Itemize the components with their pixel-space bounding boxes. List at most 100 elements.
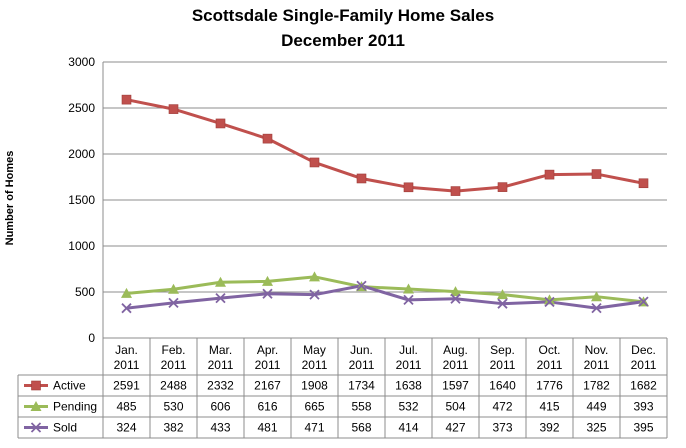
table-value: 2591 — [113, 379, 140, 393]
table-value: 1640 — [489, 379, 516, 393]
x-tick-label-year: 2011 — [255, 358, 281, 372]
x-tick-label: Dec. — [631, 343, 656, 357]
table-value: 665 — [304, 400, 324, 414]
data-point-active — [403, 182, 414, 193]
data-point-sold — [450, 293, 461, 304]
table-value: 427 — [445, 421, 465, 435]
data-point-pending — [215, 276, 226, 287]
x-tick-label-year: 2011 — [631, 358, 657, 372]
x-tick-label-year: 2011 — [443, 358, 469, 372]
table-value: 1776 — [536, 379, 563, 393]
x-tick-label: Jan. — [115, 343, 138, 357]
chart-subtitle: December 2011 — [281, 31, 405, 50]
gridlines — [102, 61, 667, 338]
data-point-sold — [121, 303, 132, 314]
data-point-active — [215, 118, 226, 129]
legend-key-marker — [31, 380, 41, 391]
table-value: 1908 — [301, 379, 328, 393]
y-tick-label: 1000 — [68, 239, 95, 253]
data-point-pending — [309, 271, 320, 282]
table-value: 1782 — [583, 379, 610, 393]
data-point-pending — [450, 286, 461, 297]
table-value: 395 — [633, 421, 653, 435]
x-tick-label: Feb. — [161, 343, 185, 357]
table-value: 616 — [257, 400, 277, 414]
legend-key-marker — [30, 401, 42, 411]
y-tick-label: 1500 — [68, 193, 95, 207]
table-value: 504 — [445, 400, 465, 414]
x-tick-label: Sep. — [490, 343, 515, 357]
data-point-sold — [544, 296, 555, 308]
data-point-active — [591, 169, 602, 179]
data-point-sold — [638, 296, 649, 307]
data-point-sold — [309, 289, 320, 300]
x-tick-label: Jun. — [350, 343, 373, 357]
data-point-active — [262, 133, 273, 144]
table-value: 606 — [210, 400, 230, 414]
data-point-active — [356, 173, 367, 184]
data-point-sold — [356, 280, 367, 291]
y-tick-labels: 0 500 1000 1500 2000 2500 3000 — [68, 55, 95, 345]
y-tick-label: 0 — [88, 331, 95, 345]
data-point-pending — [591, 291, 602, 302]
x-tick-label-year: 2011 — [114, 358, 140, 372]
table-value: 1682 — [630, 379, 657, 393]
x-tick-label: Aug. — [443, 343, 468, 357]
table-value: 393 — [633, 400, 653, 414]
table-value: 1638 — [395, 379, 422, 393]
data-point-sold — [168, 297, 179, 308]
table-value: 382 — [163, 421, 183, 435]
table-value: 558 — [351, 400, 371, 414]
x-tick-label-year: 2011 — [161, 358, 187, 372]
x-tick-label: May — [303, 343, 326, 357]
data-point-active — [309, 157, 320, 168]
legend-key-marker — [30, 422, 42, 433]
x-tick-label-year: 2011 — [584, 358, 610, 372]
x-tick-label-year: 2011 — [302, 358, 328, 372]
table-value: 2332 — [207, 379, 234, 393]
table-value: 433 — [210, 421, 230, 435]
data-point-active — [638, 178, 649, 189]
y-tick-label: 500 — [75, 285, 95, 299]
table-value: 1597 — [442, 379, 469, 393]
data-point-active — [544, 169, 555, 180]
legend-label: Pending — [53, 400, 97, 414]
x-tick-label: Oct. — [538, 343, 560, 357]
table-value: 392 — [539, 421, 559, 435]
data-point-active — [121, 94, 132, 105]
y-tick-label: 2000 — [68, 147, 95, 161]
table-value: 481 — [257, 421, 277, 435]
table-value: 472 — [492, 400, 512, 414]
table-value: 485 — [116, 400, 136, 414]
table-value: 532 — [398, 400, 418, 414]
x-tick-label: Apr. — [257, 343, 278, 357]
table-value: 471 — [304, 421, 324, 435]
table-value: 530 — [163, 400, 183, 414]
legend-label: Active — [53, 379, 86, 393]
series-line-sold — [126, 284, 644, 310]
data-table: Jan.2011Feb.2011Mar.2011Apr.2011May2011J… — [17, 337, 668, 439]
data-point-pending — [168, 283, 179, 294]
y-tick-label: 2500 — [68, 101, 95, 115]
data-point-sold — [591, 302, 602, 314]
legend-label: Sold — [53, 421, 77, 435]
x-tick-label: Nov. — [585, 343, 609, 357]
data-point-active — [497, 182, 508, 192]
table-value: 568 — [351, 421, 371, 435]
x-tick-label-year: 2011 — [490, 358, 516, 372]
x-tick-label: Jul. — [399, 343, 418, 357]
data-point-sold — [215, 293, 226, 304]
data-point-pending — [544, 294, 555, 305]
series-line-active — [126, 98, 644, 193]
chart-title: Scottsdale Single-Family Home Sales — [191, 6, 495, 25]
data-point-pending — [121, 287, 132, 298]
series-line-pending — [126, 275, 644, 304]
table-value: 2167 — [254, 379, 281, 393]
x-tick-label-year: 2011 — [396, 358, 422, 372]
table-value: 2488 — [160, 379, 187, 393]
data-point-sold — [497, 298, 508, 309]
x-tick-label-year: 2011 — [208, 358, 234, 372]
x-tick-label-year: 2011 — [537, 358, 563, 372]
table-value: 449 — [586, 400, 606, 414]
table-value: 415 — [539, 400, 559, 414]
